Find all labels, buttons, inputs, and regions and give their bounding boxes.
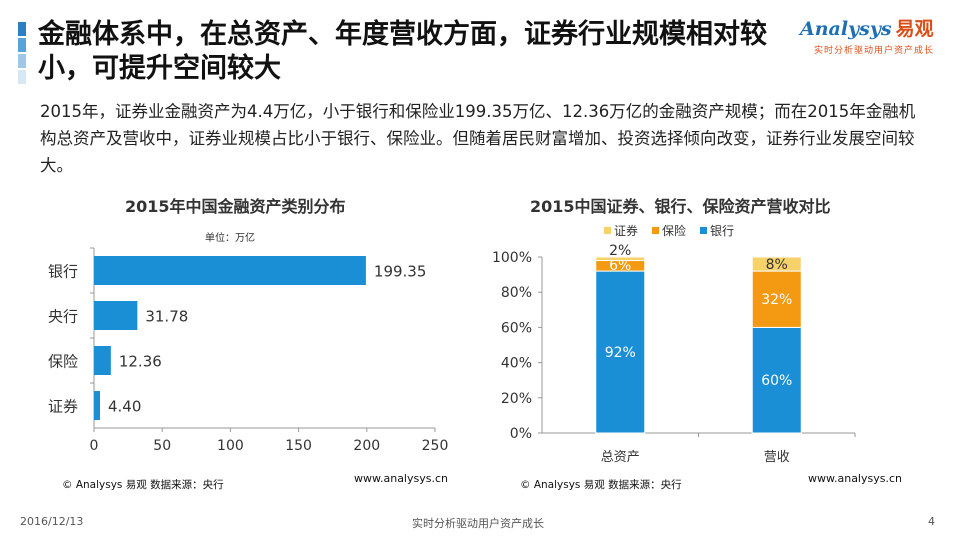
right-source-note: © Analysys 易观 数据来源：央行: [520, 479, 682, 491]
summary-text: 2015年，证券业金融资产为4.4万亿，小于银行和保险业199.35万亿、12.…: [40, 102, 916, 175]
right-y-tick-label: 80%: [501, 285, 532, 301]
right-y-tick-label: 100%: [492, 250, 532, 266]
left-x-tick-label: 200: [353, 438, 380, 454]
left-category-label: 央行: [48, 308, 78, 326]
right-segment-label: 32%: [761, 292, 792, 308]
right-segment-label: 8%: [766, 257, 788, 273]
left-value-label: 4.40: [108, 398, 141, 416]
left-value-label: 199.35: [374, 263, 427, 281]
left-x-tick-label: 0: [90, 438, 99, 454]
right-y-tick-label: 0%: [510, 426, 532, 442]
legend-label-insurance: 保险: [662, 224, 687, 238]
right-stack-segment: [595, 256, 646, 262]
analysys-logo: Analysys 易观 实时分析驱动用户资产成长: [800, 14, 950, 62]
legend-item-insurance: 保险: [652, 222, 686, 239]
legend-item-securities: 证券: [604, 222, 638, 239]
right-y-tick-label: 40%: [501, 356, 532, 372]
right-stack-segment: [751, 326, 802, 434]
right-category-label: 总资产: [601, 450, 640, 465]
right-segment-label: 6%: [609, 258, 631, 274]
page-title: 金融体系中，在总资产、年度营收方面，证券行业规模相对较小，可提升空间较大: [38, 19, 767, 84]
left-category-label: 证券: [48, 398, 78, 416]
right-y-tick-label: 60%: [501, 320, 532, 336]
right-segment-label: 92%: [605, 345, 636, 361]
legend-label-securities: 证券: [614, 224, 639, 238]
left-category-label: 保险: [48, 353, 78, 371]
footer-date: 2016/12/13: [20, 515, 84, 528]
left-bar: [94, 301, 138, 330]
left-x-tick-label: 50: [153, 438, 171, 454]
right-segment-label: 60%: [761, 373, 792, 389]
logo-brand-cn: 易观: [895, 18, 934, 40]
left-source-note: © Analysys 易观 数据来源：央行: [62, 479, 224, 491]
right-chart-legend: 证券 保险 银行: [604, 222, 734, 239]
right-y-tick-label: 20%: [501, 391, 532, 407]
legend-label-bank: 银行: [710, 224, 735, 238]
left-website: www.analysys.cn: [354, 472, 448, 485]
right-stack-segment: [751, 270, 802, 328]
left-bar: [94, 256, 366, 285]
right-stack-segment: [751, 256, 802, 272]
left-x-tick-label: 100: [217, 438, 244, 454]
logo-brand: Analysys: [800, 18, 892, 40]
right-chart-title: 2015中国证券、银行、保险资产营收对比: [530, 197, 831, 216]
left-value-label: 31.78: [145, 308, 188, 326]
left-category-label: 银行: [48, 263, 78, 281]
left-bar: [94, 346, 111, 375]
right-website: www.analysys.cn: [808, 472, 902, 485]
title-accent-bar: [18, 22, 26, 84]
right-category-label: 营收: [764, 450, 790, 465]
left-x-tick-label: 150: [285, 438, 312, 454]
page-number: 4: [928, 515, 935, 528]
left-value-label: 12.36: [119, 353, 162, 371]
legend-item-bank: 银行: [700, 222, 734, 239]
left-chart-unit: 单位：万亿: [205, 233, 255, 244]
right-stack-segment: [595, 270, 646, 434]
logo-tagline: 实时分析驱动用户资产成长: [814, 46, 935, 56]
right-stacked-bar-chart: 0% 20% 40% 60% 80% 100% 总资产 92% 6%2% 营收 60% 32% 8%: [492, 243, 856, 465]
left-bar-chart: 0 50 100 150 200 250 银行 199.35 央行 31.78 保险 12.36 证券 4…: [48, 247, 449, 454]
left-bar: [94, 391, 101, 420]
left-chart-title: 2015年中国金融资产类别分布: [125, 197, 346, 216]
left-x-tick-label: 250: [422, 438, 449, 454]
footer-center: 实时分析驱动用户资产成长: [412, 517, 544, 530]
right-segment-label: 2%: [609, 243, 631, 259]
